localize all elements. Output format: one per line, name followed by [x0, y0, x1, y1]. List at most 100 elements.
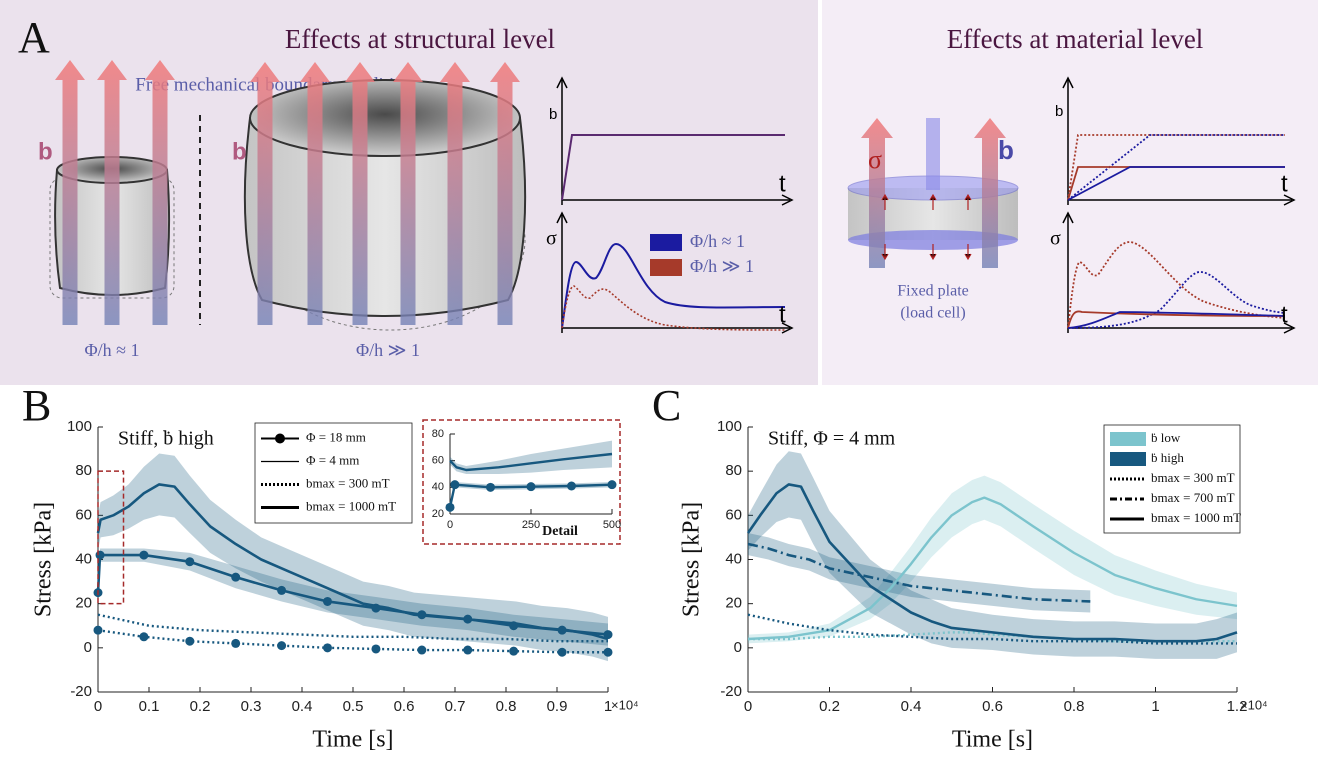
schematic-line: [561, 285, 786, 331]
x-tick-label: 0: [447, 519, 453, 531]
marker: [231, 638, 241, 648]
stress-label: σ: [868, 145, 882, 174]
y-tick-label: 100: [67, 418, 92, 435]
y-tick-label: 20: [75, 595, 92, 612]
ratio-label: Φ/h ≫ 1: [356, 340, 420, 360]
y-tick-label: -20: [720, 683, 742, 700]
marker: [463, 614, 473, 624]
y-tick-label: 40: [75, 550, 92, 567]
field-arrow: [345, 62, 375, 325]
caption: Fixed plate: [897, 283, 969, 300]
axis-label: b: [549, 106, 557, 123]
schematic-line: [561, 134, 785, 201]
x-tick-label: 1.2: [1227, 698, 1248, 715]
legend-swatch: [1110, 432, 1146, 446]
y-tick-label: -20: [70, 683, 92, 700]
schematic-line: [561, 242, 786, 329]
legend-label: Φ = 18 mm: [306, 429, 366, 444]
error-band: [748, 533, 1091, 613]
y-tick-label: 80: [725, 462, 742, 479]
marker: [463, 645, 473, 655]
marker: [185, 557, 195, 567]
axis-label: t: [779, 301, 786, 328]
legend-swatch: [1110, 452, 1146, 466]
series-line: [97, 613, 608, 643]
stress-arrows: [881, 193, 972, 261]
x-tick-label: 0.5: [343, 698, 364, 715]
legend-label: bmax = 700 mT: [1151, 490, 1235, 505]
legend-label: ḃ high: [1151, 450, 1184, 465]
cylinder-top: [249, 79, 521, 157]
marker: [607, 480, 617, 490]
y-tick-label: 80: [432, 428, 444, 440]
panel-a: A Effects at structural level Free mecha…: [18, 13, 1296, 360]
detail-region: [97, 470, 125, 605]
panel-title: Effects at structural level: [285, 24, 555, 54]
marker: [371, 644, 381, 654]
y-axis-label: Stress [kPa]: [31, 502, 57, 617]
marker: [323, 596, 332, 606]
axis-label: t: [1281, 301, 1288, 328]
marker: [93, 625, 103, 635]
field-label: b: [232, 138, 247, 165]
y-tick-label: 0: [734, 639, 742, 656]
legend-swatch: [650, 259, 682, 276]
x-tick-label: 0.8: [1064, 698, 1085, 715]
series-line: [747, 496, 1238, 641]
y-tick-label: 40: [432, 481, 444, 493]
legend-swatch: [650, 234, 682, 251]
field-label: b: [998, 135, 1014, 165]
marker: [323, 643, 332, 653]
error-band: [748, 475, 1237, 644]
y-tick-label: 0: [84, 639, 92, 656]
axis-label: t: [1281, 170, 1288, 197]
marker: [139, 632, 149, 642]
x-tick-label: 0.9: [547, 698, 568, 715]
marker: [603, 647, 613, 657]
x-multiplier: ×10⁴: [1240, 697, 1268, 712]
y-tick-label: 80: [75, 462, 92, 479]
marker: [567, 481, 576, 491]
panel-label: A: [18, 13, 50, 62]
field-arrow: [145, 60, 175, 325]
x-tick-label: 500: [603, 519, 621, 531]
marker: [557, 647, 567, 657]
y-tick-label: 60: [75, 506, 92, 523]
x-tick-label: 0.6: [394, 698, 415, 715]
error-band: [450, 440, 612, 474]
y-tick-label: 60: [725, 506, 742, 523]
x-tick-label: 0.1: [139, 698, 160, 715]
marker: [231, 572, 241, 582]
x-tick-label: 0.3: [241, 698, 262, 715]
x-tick-label: 0.4: [292, 698, 313, 715]
x-tick-label: 250: [522, 519, 540, 531]
marker: [95, 550, 105, 560]
marker: [486, 482, 495, 492]
schematic-lines: [1067, 134, 1286, 329]
field-arrow: [974, 118, 1006, 268]
x-axis-label: Time [s]: [312, 727, 393, 753]
x-tick-label: 1: [1151, 698, 1159, 715]
field-arrow: [250, 62, 280, 325]
y-tick-label: 60: [432, 455, 444, 467]
field-arrow: [97, 60, 127, 325]
legend-label: bmax = 300 mT: [306, 475, 390, 490]
marker: [277, 585, 287, 595]
marker: [185, 636, 195, 646]
legend-marker: [275, 433, 285, 444]
x-tick-label: 0.2: [190, 698, 211, 715]
y-tick-label: 100: [717, 418, 742, 435]
marker: [526, 482, 536, 492]
legend-label: Φ = 4 mm: [306, 452, 359, 467]
x-axis-label: Time [s]: [952, 727, 1033, 753]
field-arrow: [393, 62, 423, 325]
arrows: [861, 118, 1006, 268]
legend-label: Φ/h ≈ 1: [690, 231, 745, 251]
axis-label: t: [779, 170, 786, 197]
marker: [371, 603, 381, 613]
schematic-axes: [1062, 76, 1296, 334]
load-rod: [926, 118, 940, 190]
error-band: [98, 548, 608, 646]
marker: [417, 645, 427, 655]
